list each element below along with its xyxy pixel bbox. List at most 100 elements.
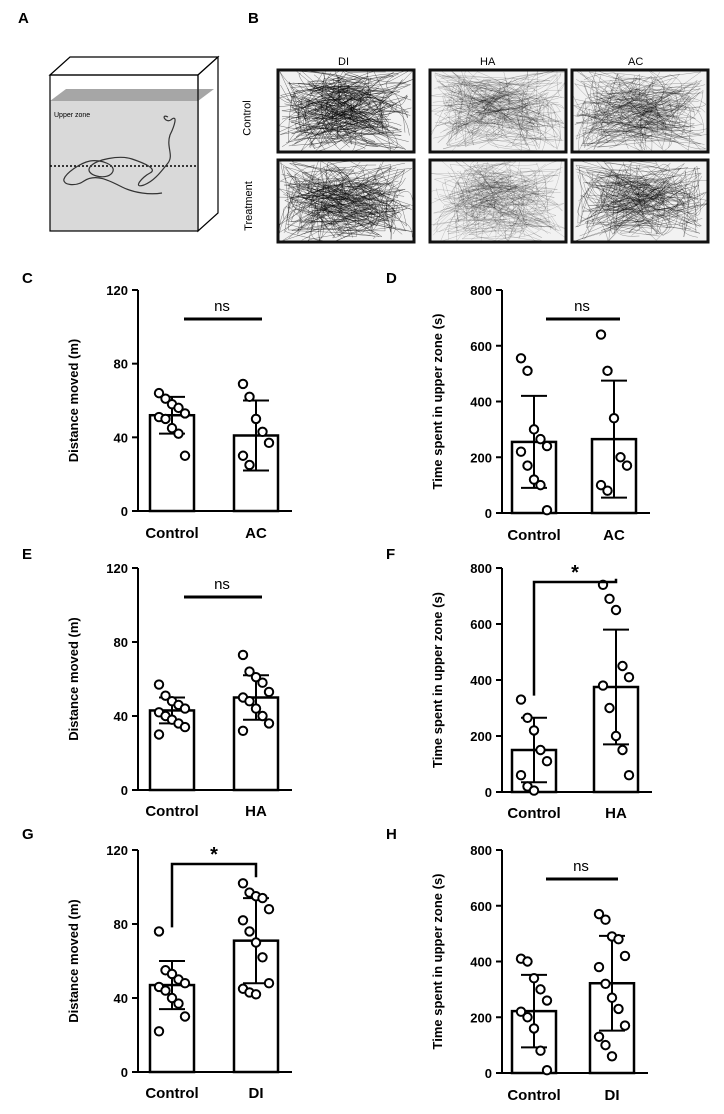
data-point	[263, 904, 275, 915]
data-point	[244, 696, 255, 707]
y-tick-label: 400	[470, 955, 492, 970]
y-axis-label: Distance moved (m)	[66, 899, 81, 1023]
data-point	[541, 440, 553, 452]
data-point	[244, 666, 255, 677]
track-treatment-ha	[428, 158, 568, 244]
data-point	[593, 1031, 605, 1042]
data-point	[522, 365, 533, 377]
data-point	[153, 926, 165, 937]
data-point	[617, 744, 628, 756]
y-tick-label: 40	[114, 709, 128, 724]
y-tick-label: 0	[121, 504, 128, 519]
x-tick-label: HA	[605, 805, 627, 820]
x-tick-label: Control	[145, 803, 198, 820]
data-point	[600, 1039, 611, 1051]
data-point	[263, 437, 275, 449]
chart-f-time-ha: Time spent in upper zone (s) 0 200 400 600 80…	[430, 561, 652, 820]
data-point	[250, 671, 262, 683]
data-point	[257, 677, 268, 688]
data-point	[604, 702, 615, 714]
x-tick-label: HA	[245, 803, 267, 820]
data-point	[257, 892, 268, 904]
data-point	[263, 978, 275, 989]
data-point	[179, 703, 191, 714]
data-point	[160, 413, 171, 425]
y-tick-label: 120	[106, 283, 128, 298]
data-point	[237, 649, 249, 661]
data-point	[166, 992, 178, 1004]
y-tick-label: 600	[470, 899, 492, 914]
y-tick-label: 200	[470, 729, 492, 744]
y-tick-label: 0	[121, 1065, 128, 1080]
data-point	[250, 703, 262, 714]
data-point	[600, 914, 611, 925]
panel-letter-c: C	[22, 270, 33, 287]
tank-schematic: Upper zone	[48, 55, 220, 233]
significance-bracket	[170, 862, 258, 928]
x-tick-label: DI	[605, 1087, 620, 1104]
data-point	[528, 973, 540, 984]
data-point	[541, 505, 553, 516]
y-tick-label: 600	[470, 339, 492, 354]
data-point	[604, 593, 615, 604]
x-tick-label: AC	[603, 527, 625, 542]
data-point	[173, 998, 184, 1009]
data-point	[250, 989, 262, 1000]
data-point	[623, 770, 635, 781]
data-point	[606, 1051, 618, 1062]
panel-letter-h: H	[386, 826, 397, 843]
data-point	[535, 433, 546, 445]
x-tick-label: Control	[507, 805, 560, 820]
data-point	[244, 459, 255, 471]
data-point	[263, 686, 275, 698]
tracking-images	[276, 68, 710, 244]
data-point	[515, 694, 527, 705]
y-tick-label: 0	[121, 783, 128, 798]
y-tick-label: 120	[106, 843, 128, 858]
data-point	[522, 712, 533, 724]
data-point	[250, 937, 262, 948]
significance-label: ns	[214, 298, 230, 315]
data-point	[160, 985, 171, 996]
chart-h-time-di: Time spent in upper zone (s) 0 200 400 600 80…	[430, 843, 648, 1104]
data-point	[237, 915, 249, 926]
y-axis-label: Time spent in upper zone (s)	[430, 592, 445, 768]
data-point	[593, 961, 605, 973]
data-point	[595, 479, 607, 491]
data-point	[535, 984, 546, 995]
x-tick-label: Control	[507, 527, 560, 542]
y-tick-label: 40	[114, 430, 128, 445]
data-point	[179, 978, 191, 989]
data-point	[541, 995, 553, 1006]
data-point	[593, 908, 605, 920]
data-point	[623, 672, 635, 683]
significance-label: ns	[214, 576, 230, 593]
y-tick-label: 600	[470, 617, 492, 632]
tank-top-face	[48, 56, 220, 76]
panel-letter-a: A	[18, 10, 29, 27]
x-tick-label: Control	[507, 1087, 560, 1104]
significance-label: ns	[574, 298, 590, 315]
data-point	[615, 452, 626, 463]
data-point	[522, 956, 533, 967]
x-tick-label: DI	[249, 1085, 264, 1102]
data-point	[166, 422, 178, 434]
data-point	[179, 408, 191, 419]
data-point	[541, 1065, 553, 1076]
data-point	[153, 679, 165, 690]
data-point	[621, 460, 633, 471]
chart-g-distance-di: Distance moved (m) 0 40 80 120 Control DI *	[66, 843, 292, 1102]
y-axis-label: Distance moved (m)	[66, 617, 81, 741]
significance-label: *	[571, 562, 579, 584]
data-point	[244, 926, 255, 937]
y-axis-label: Time spent in upper zone (s)	[430, 873, 445, 1049]
data-point	[257, 426, 268, 438]
chart-d-time-ac: Time spent in upper zone (s) 0 200 400 600 80…	[430, 283, 650, 542]
data-point	[179, 450, 191, 461]
tracking-grid: DI HA AC Control Treatment	[242, 48, 720, 253]
data-point	[237, 878, 249, 889]
column-label-di: DI	[338, 56, 349, 68]
significance-label: ns	[573, 858, 589, 875]
data-point	[528, 785, 540, 796]
data-point	[535, 479, 546, 491]
